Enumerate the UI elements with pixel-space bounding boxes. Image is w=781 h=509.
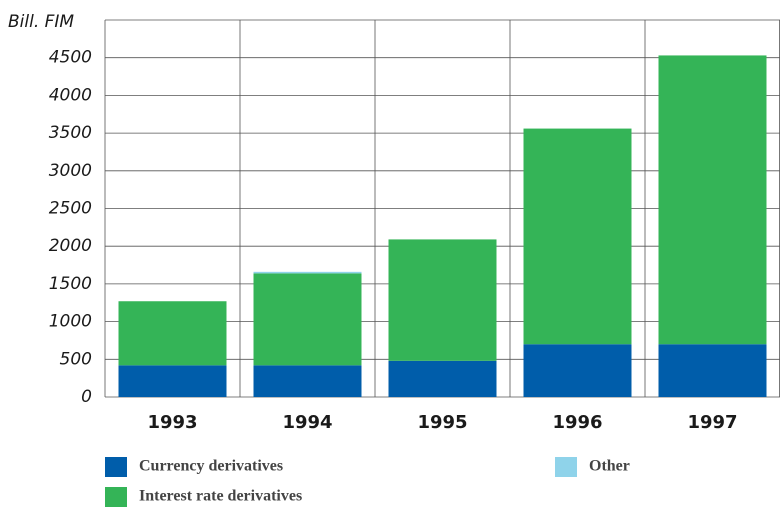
- x-tick-label: 1997: [687, 412, 737, 433]
- bar-segment: [658, 55, 767, 345]
- bar-segment: [523, 344, 632, 397]
- legend-swatch: [105, 457, 127, 477]
- x-tick-label: 1993: [147, 412, 197, 433]
- y-tick-label: 0: [81, 387, 92, 407]
- bar-segment: [523, 128, 632, 345]
- y-tick-label: 2000: [49, 236, 92, 256]
- y-tick-label: 4000: [49, 85, 92, 105]
- bar-segment: [253, 271, 362, 274]
- legend-swatch: [105, 487, 127, 507]
- y-tick-label: 3500: [49, 123, 92, 143]
- bar-segment: [118, 365, 227, 397]
- bar-segment: [253, 365, 362, 397]
- legend-label: Interest rate derivatives: [139, 488, 302, 505]
- bar-segment: [388, 360, 497, 397]
- y-axis-label: Bill. FIM: [8, 12, 74, 32]
- legend-label: Currency derivatives: [139, 458, 283, 475]
- y-tick-label: 1000: [49, 312, 92, 332]
- x-tick-label: 1995: [417, 412, 467, 433]
- bar-segment: [658, 344, 767, 397]
- y-tick-label: 1500: [49, 274, 92, 294]
- bar-segment: [388, 239, 497, 361]
- x-tick-label: 1994: [282, 412, 332, 433]
- y-tick-label: 3000: [49, 161, 92, 181]
- y-tick-label: 2500: [49, 199, 92, 219]
- y-tick-label: 4500: [49, 48, 92, 68]
- legend-label: Other: [589, 458, 630, 475]
- y-tick-label: 500: [60, 349, 92, 369]
- bar-segment: [253, 273, 362, 366]
- x-tick-label: 1996: [552, 412, 602, 433]
- bar-segment: [118, 301, 227, 366]
- legend-swatch: [555, 457, 577, 477]
